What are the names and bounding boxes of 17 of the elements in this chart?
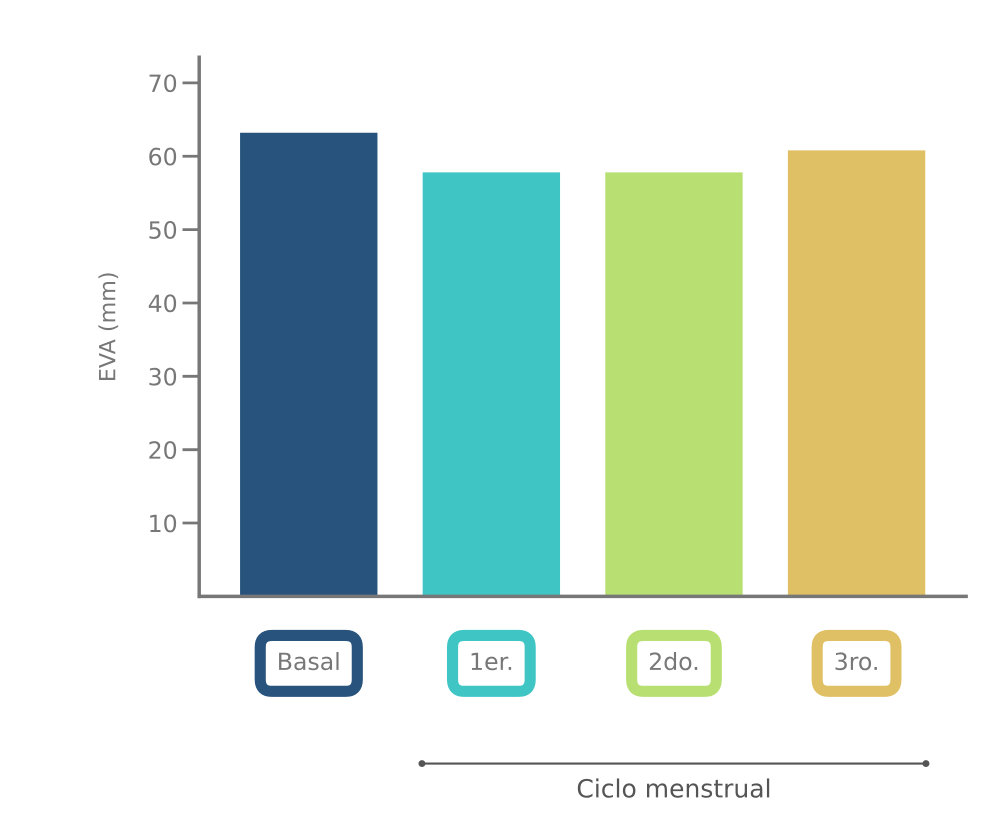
y-tick-label: 50 [149,221,176,239]
x-tick-label: Basal [279,652,339,670]
bar [421,170,562,596]
bar [786,148,927,596]
y-tick-label: 30 [149,368,176,386]
y-tick-label: 70 [150,74,176,92]
x-tick-label: 3ro. [835,652,877,670]
y-tick-label: 20 [149,441,176,459]
y-axis-title: EVA (mm) [98,273,118,380]
y-tick-label: 40 [148,294,176,312]
text: Ciclo menstrual [578,778,770,798]
bar [238,131,379,596]
y-tick-label: 10 [150,514,176,532]
x-tick-label: 1er. [472,652,512,670]
y-tick-label: 60 [149,148,176,166]
bar [604,170,744,596]
x-tick-label: 2do. [650,652,698,670]
